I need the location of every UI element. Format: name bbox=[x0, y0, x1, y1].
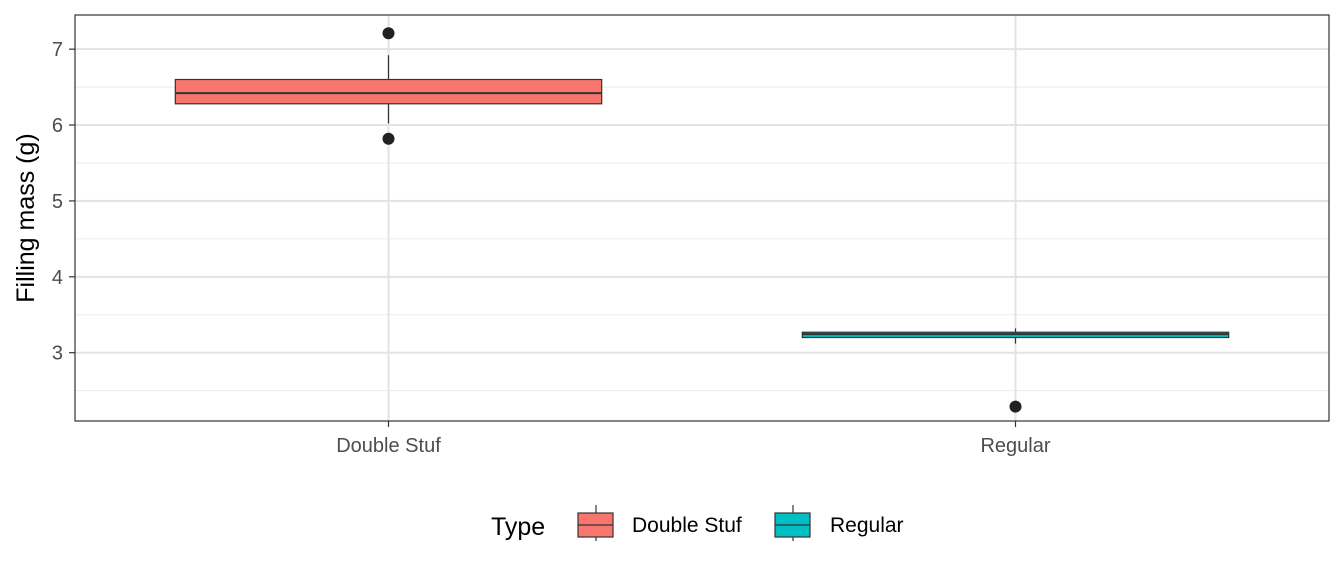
legend-label: Double Stuf bbox=[632, 514, 742, 537]
box-layer bbox=[174, 27, 1230, 413]
outlier-point bbox=[1009, 400, 1022, 413]
legend: Type Double Stuf Regular bbox=[491, 505, 904, 541]
legend-title: Type bbox=[491, 513, 545, 541]
x-tick-label: Regular bbox=[980, 435, 1050, 457]
outlier-point bbox=[382, 132, 395, 145]
y-tick-label: 6 bbox=[52, 115, 63, 137]
legend-item-regular: Regular bbox=[774, 505, 904, 541]
panel-border bbox=[74, 14, 1330, 422]
y-tick-label: 7 bbox=[52, 39, 63, 61]
x-tick-label: Double Stuf bbox=[336, 435, 441, 457]
outlier-point bbox=[382, 27, 395, 40]
legend-label: Regular bbox=[830, 514, 904, 537]
y-tick-label: 5 bbox=[52, 191, 63, 213]
y-axis-title: Filling mass (g) bbox=[12, 133, 40, 302]
y-tick-label: 4 bbox=[52, 267, 63, 289]
grid-layer bbox=[75, 15, 1329, 421]
box-iqr bbox=[174, 78, 603, 105]
legend-item-double-stuf: Double Stuf bbox=[577, 505, 742, 541]
box-double-stuf bbox=[174, 27, 603, 145]
y-tick-label: 3 bbox=[52, 343, 63, 365]
box-regular bbox=[801, 328, 1230, 413]
axis-layer: 3 4 5 6 7 Double Stuf Regular bbox=[52, 39, 1051, 457]
